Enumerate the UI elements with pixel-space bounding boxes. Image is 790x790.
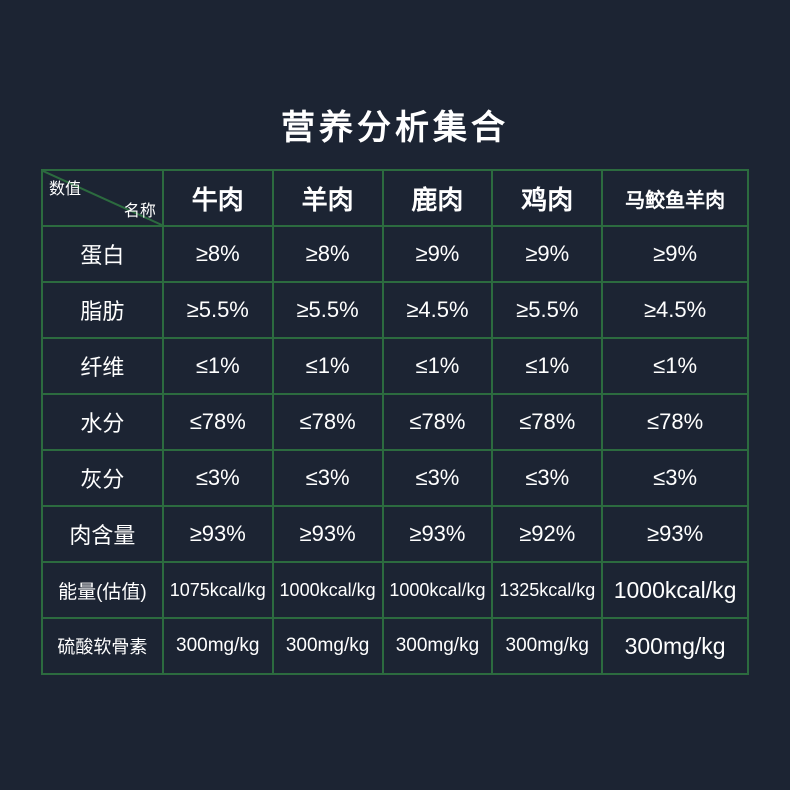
row-label: 灰分 <box>42 450 163 506</box>
table-cell: ≥5.5% <box>492 282 602 338</box>
table-cell: ≤1% <box>492 338 602 394</box>
table-cell: 1000kcal/kg <box>383 562 493 618</box>
table-row: 脂肪≥5.5%≥5.5%≥4.5%≥5.5%≥4.5% <box>42 282 748 338</box>
table-row: 硫酸软骨素300mg/kg300mg/kg300mg/kg300mg/kg300… <box>42 618 748 674</box>
table-row: 水分≤78%≤78%≤78%≤78%≤78% <box>42 394 748 450</box>
corner-top-label: 数值 <box>49 175 81 199</box>
table-cell: ≥5.5% <box>163 282 273 338</box>
table-title: 营养分析集合 <box>281 100 509 149</box>
table-row: 能量(估值)1075kcal/kg1000kcal/kg1000kcal/kg1… <box>42 562 748 618</box>
table-cell: ≥9% <box>383 226 493 282</box>
column-header: 鹿肉 <box>383 170 493 226</box>
table-cell: ≤1% <box>383 338 493 394</box>
table-cell: 1075kcal/kg <box>163 562 273 618</box>
row-label: 纤维 <box>42 338 163 394</box>
table-cell: ≥9% <box>602 226 748 282</box>
table-cell: ≤3% <box>492 450 602 506</box>
table-cell: ≤3% <box>602 450 748 506</box>
table-cell: ≤1% <box>602 338 748 394</box>
table-cell: ≤1% <box>163 338 273 394</box>
table-cell: ≥92% <box>492 506 602 562</box>
row-label: 肉含量 <box>42 506 163 562</box>
table-cell: ≥8% <box>273 226 383 282</box>
table-cell: ≤3% <box>163 450 273 506</box>
table-cell: ≤3% <box>273 450 383 506</box>
table-cell: 300mg/kg <box>383 618 493 674</box>
table-cell: 1325kcal/kg <box>492 562 602 618</box>
table-cell: ≤3% <box>383 450 493 506</box>
table-cell: 1000kcal/kg <box>273 562 383 618</box>
row-label: 能量(估值) <box>42 562 163 618</box>
table-cell: ≥93% <box>602 506 748 562</box>
table-cell: ≥93% <box>163 506 273 562</box>
table-cell: ≥4.5% <box>383 282 493 338</box>
corner-bottom-label: 名称 <box>124 197 156 221</box>
column-header: 马鲛鱼羊肉 <box>602 170 748 226</box>
row-label: 水分 <box>42 394 163 450</box>
table-cell: ≤78% <box>273 394 383 450</box>
table-body: 蛋白≥8%≥8%≥9%≥9%≥9%脂肪≥5.5%≥5.5%≥4.5%≥5.5%≥… <box>42 226 748 674</box>
corner-header: 数值 名称 <box>42 170 163 226</box>
table-row: 纤维≤1%≤1%≤1%≤1%≤1% <box>42 338 748 394</box>
table-cell: 300mg/kg <box>492 618 602 674</box>
column-header: 羊肉 <box>273 170 383 226</box>
table-cell: ≥8% <box>163 226 273 282</box>
table-cell: ≤78% <box>492 394 602 450</box>
table-cell: ≤78% <box>163 394 273 450</box>
table-row: 蛋白≥8%≥8%≥9%≥9%≥9% <box>42 226 748 282</box>
column-header: 鸡肉 <box>492 170 602 226</box>
table-cell: ≥93% <box>383 506 493 562</box>
table-cell: 300mg/kg <box>163 618 273 674</box>
table-cell: 1000kcal/kg <box>602 562 748 618</box>
row-label: 蛋白 <box>42 226 163 282</box>
table-cell: ≤1% <box>273 338 383 394</box>
table-cell: 300mg/kg <box>602 618 748 674</box>
column-header: 牛肉 <box>163 170 273 226</box>
row-label: 硫酸软骨素 <box>42 618 163 674</box>
table-row: 肉含量≥93%≥93%≥93%≥92%≥93% <box>42 506 748 562</box>
table-cell: ≥93% <box>273 506 383 562</box>
table-cell: ≤78% <box>602 394 748 450</box>
row-label: 脂肪 <box>42 282 163 338</box>
table-row: 灰分≤3%≤3%≤3%≤3%≤3% <box>42 450 748 506</box>
table-cell: ≥5.5% <box>273 282 383 338</box>
table-cell: ≥4.5% <box>602 282 748 338</box>
table-cell: ≥9% <box>492 226 602 282</box>
nutrition-table: 数值 名称 牛肉 羊肉 鹿肉 鸡肉 马鲛鱼羊肉 蛋白≥8%≥8%≥9%≥9%≥9… <box>41 169 749 675</box>
table-cell: 300mg/kg <box>273 618 383 674</box>
table-cell: ≤78% <box>383 394 493 450</box>
